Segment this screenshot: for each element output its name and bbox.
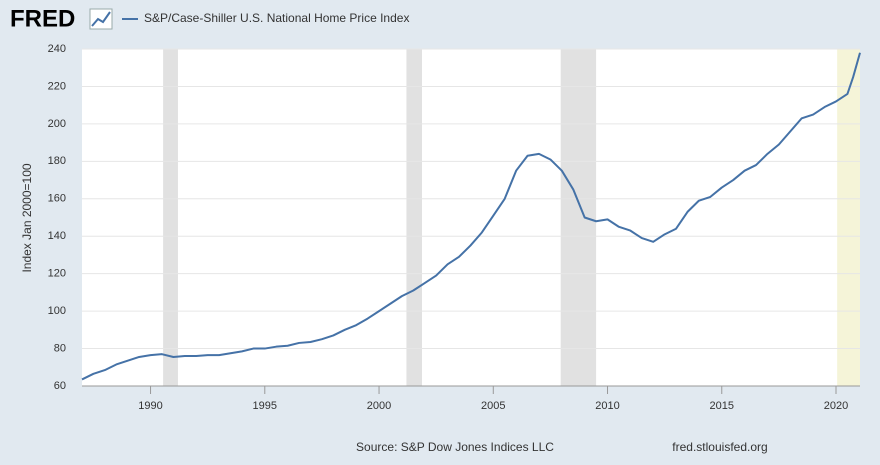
plot-area (82, 49, 860, 386)
y-tick-label: 140 (48, 230, 66, 242)
y-tick-label: 100 (48, 305, 66, 317)
y-tick-label: 200 (48, 118, 66, 130)
x-tick-label: 1995 (253, 400, 277, 412)
y-tick-label: 220 (48, 80, 66, 92)
logo: FRED (10, 5, 75, 32)
y-tick-label: 60 (54, 380, 66, 392)
recession-band (560, 49, 597, 386)
series-line (81, 52, 861, 381)
x-tick-label: 2010 (595, 400, 619, 412)
logo-icon (89, 8, 113, 30)
recession-band (163, 49, 178, 386)
recession-band (406, 49, 422, 386)
x-tick-label: 2000 (367, 400, 391, 412)
source: Source: S&P Dow Jones Indices LLC (356, 440, 554, 454)
y-tick-label: 160 (48, 193, 66, 205)
y-tick-label: 240 (48, 43, 66, 55)
x-tick-label: 2005 (481, 400, 505, 412)
y-tick-label: 120 (48, 268, 66, 280)
x-tick-label: 2020 (824, 400, 848, 412)
preliminary-band (837, 49, 860, 386)
logo-icon-line (91, 11, 111, 27)
x-tick-label: 1990 (138, 400, 162, 412)
legend-label: S&P/Case-Shiller U.S. National Home Pric… (144, 11, 409, 25)
y-axis-label: Index Jan 2000=100 (20, 163, 34, 272)
site: fred.stlouisfed.org (672, 440, 767, 454)
y-tick-label: 180 (48, 155, 66, 167)
x-tick-label: 2015 (710, 400, 734, 412)
y-tick-label: 80 (54, 342, 66, 354)
